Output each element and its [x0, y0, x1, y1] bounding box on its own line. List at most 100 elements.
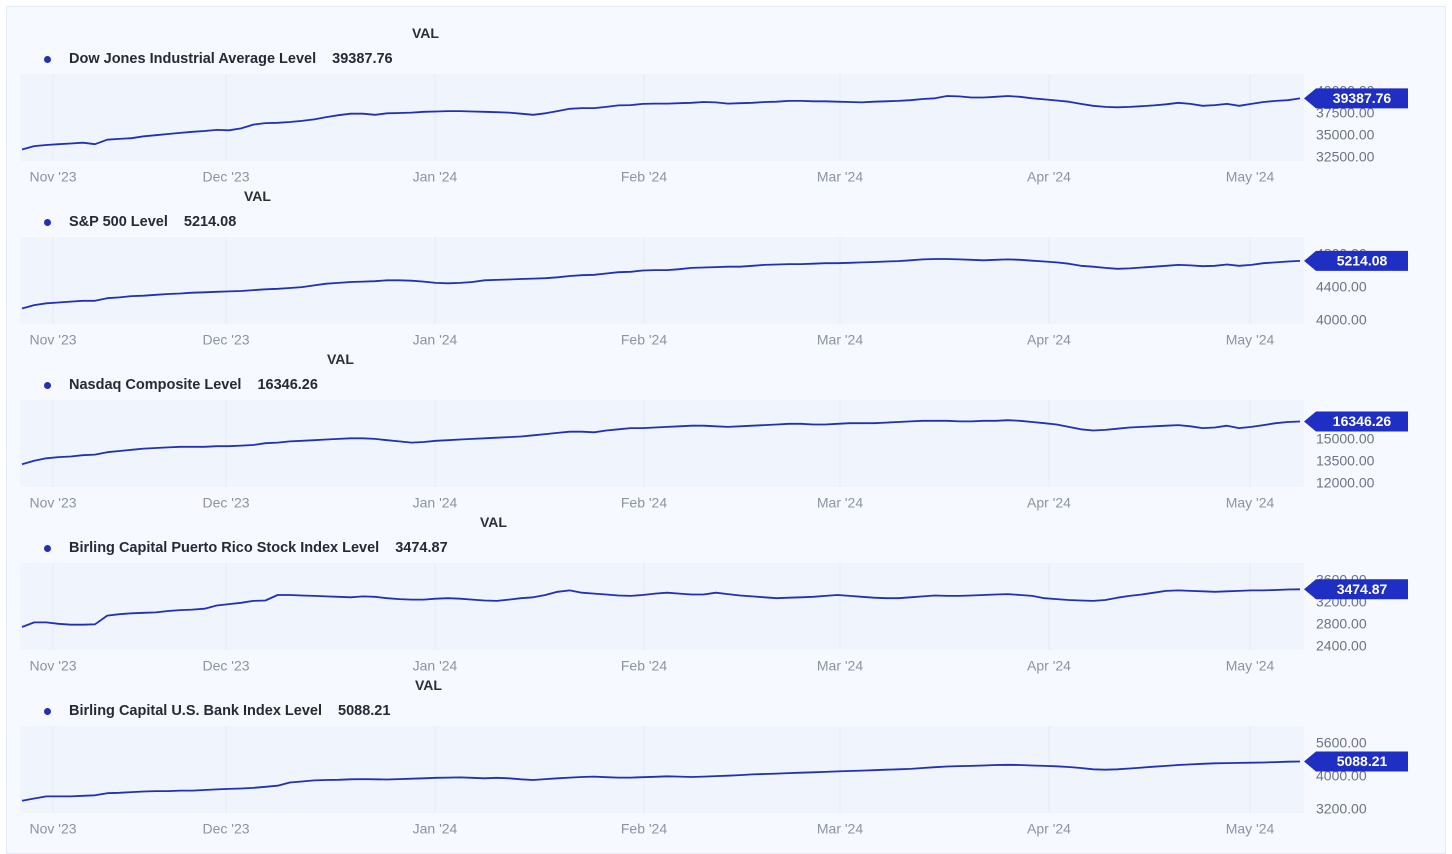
- x-tick-label: Apr '24: [1027, 658, 1071, 674]
- y-tick-label: 5600.00: [1316, 735, 1367, 751]
- legend-item[interactable]: S&P 500 Level 5214.08: [44, 214, 236, 230]
- val-column-header: VAL: [244, 188, 271, 204]
- y-tick-label: 2400.00: [1316, 638, 1367, 654]
- x-tick-label: Nov '23: [29, 495, 76, 511]
- legend-series-name: Birling Capital U.S. Bank Index Level: [69, 703, 323, 719]
- legend-dot-icon: [44, 707, 51, 715]
- line-chart: 40000.0037500.0035000.0032500.0039387.76…: [21, 74, 1408, 185]
- x-tick-label: May '24: [1226, 169, 1275, 185]
- series-line[interactable]: [21, 588, 1301, 628]
- legend-series-name: Birling Capital Puerto Rico Stock Index …: [69, 540, 380, 556]
- x-tick-label: Feb '24: [621, 821, 667, 837]
- legend-item[interactable]: Nasdaq Composite Level 16346.26: [44, 377, 318, 393]
- x-tick-label: Feb '24: [621, 169, 667, 185]
- x-tick-label: Nov '23: [29, 658, 76, 674]
- x-tick-label: Jan '24: [413, 658, 458, 674]
- series-line[interactable]: [21, 419, 1301, 466]
- legend-series-name: Dow Jones Industrial Average Level: [69, 51, 317, 67]
- legend-item[interactable]: Dow Jones Industrial Average Level 39387.…: [44, 51, 393, 67]
- x-tick-label: Apr '24: [1027, 332, 1071, 348]
- val-column-header: VAL: [327, 351, 354, 367]
- last-value-flag: 39387.76: [1304, 88, 1408, 109]
- y-tick-label: 4000.00: [1316, 312, 1367, 328]
- last-value-label: 39387.76: [1333, 90, 1392, 106]
- x-tick-label: Jan '24: [413, 495, 458, 511]
- x-tick-label: May '24: [1226, 495, 1275, 511]
- series-line[interactable]: [21, 258, 1301, 310]
- x-tick-label: May '24: [1226, 332, 1275, 348]
- last-value-flag: 3474.87: [1304, 579, 1408, 600]
- chart-panel: VAL Birling Capital U.S. Bank Index Level…: [0, 658, 1452, 837]
- legend-dot-icon: [44, 544, 51, 552]
- val-column-header: VAL: [415, 677, 442, 693]
- x-tick-label: Nov '23: [29, 169, 76, 185]
- last-value-label: 16346.26: [1333, 413, 1392, 429]
- last-value-flag: 5088.21: [1304, 751, 1408, 772]
- x-tick-label: Jan '24: [413, 169, 458, 185]
- plot-area[interactable]: [20, 74, 1304, 161]
- x-tick-label: Dec '23: [202, 332, 249, 348]
- legend-item[interactable]: Birling Capital Puerto Rico Stock Index …: [44, 540, 448, 556]
- series-line[interactable]: [21, 760, 1301, 802]
- y-tick-label: 35000.00: [1316, 127, 1375, 143]
- x-tick-label: Mar '24: [817, 169, 863, 185]
- legend-series-value: 3474.87: [395, 540, 448, 556]
- x-tick-label: Dec '23: [202, 658, 249, 674]
- y-tick-label: 15000.00: [1316, 431, 1375, 447]
- legend-dot-icon: [44, 55, 51, 63]
- x-tick-label: Mar '24: [817, 332, 863, 348]
- legend-item[interactable]: Birling Capital U.S. Bank Index Level 508…: [44, 703, 390, 719]
- plot-area[interactable]: [20, 563, 1304, 650]
- y-tick-label: 32500.00: [1316, 149, 1375, 165]
- x-tick-label: Feb '24: [621, 495, 667, 511]
- last-value-flag: 16346.26: [1304, 411, 1408, 432]
- y-tick-label: 4400.00: [1316, 279, 1367, 295]
- legend-dot-icon: [44, 218, 51, 226]
- y-tick-label: 13500.00: [1316, 453, 1375, 469]
- x-tick-label: Jan '24: [413, 821, 458, 837]
- last-value-label: 3474.87: [1337, 581, 1388, 597]
- x-tick-label: Mar '24: [817, 495, 863, 511]
- x-tick-label: Jan '24: [413, 332, 458, 348]
- legend-series-name: Nasdaq Composite Level: [69, 377, 242, 393]
- y-tick-label: 4000.00: [1316, 768, 1367, 784]
- legend-series-value: 5214.08: [183, 214, 237, 230]
- legend-series-name: S&P 500 Level: [69, 214, 168, 230]
- x-tick-label: Mar '24: [817, 821, 863, 837]
- x-tick-label: Dec '23: [202, 169, 249, 185]
- x-tick-label: Apr '24: [1027, 169, 1071, 185]
- line-chart: 16500.0015000.0013500.0012000.0016346.26…: [21, 400, 1408, 511]
- y-tick-label: 3200.00: [1316, 801, 1367, 817]
- x-tick-label: Nov '23: [29, 821, 76, 837]
- x-tick-label: May '24: [1226, 821, 1275, 837]
- y-tick-label: 2800.00: [1316, 616, 1367, 632]
- x-tick-label: Feb '24: [621, 332, 667, 348]
- legend-series-value: 16346.26: [257, 377, 318, 393]
- x-tick-label: Apr '24: [1027, 495, 1071, 511]
- x-tick-label: Nov '23: [29, 332, 76, 348]
- x-tick-label: May '24: [1226, 658, 1275, 674]
- last-value-label: 5214.08: [1337, 253, 1388, 269]
- x-tick-label: Dec '23: [202, 821, 249, 837]
- y-tick-label: 12000.00: [1316, 475, 1375, 491]
- legend-series-value: 5088.21: [338, 703, 391, 719]
- plot-area[interactable]: [20, 237, 1304, 324]
- legend-series-value: 39387.76: [332, 51, 393, 67]
- series-line[interactable]: [21, 95, 1301, 151]
- last-value-flag: 5214.08: [1304, 250, 1408, 271]
- y-tick-label: 37500.00: [1316, 105, 1375, 121]
- val-column-header: VAL: [480, 514, 507, 530]
- chart-panel: VAL Dow Jones Industrial Average Level 393…: [0, 6, 1452, 185]
- line-chart: 5600.00 4000.00 3200.00 5088.21 Nov '23 Dec '…: [21, 726, 1408, 837]
- chart-panel: VAL Birling Capital Puerto Rico Stock Ind…: [0, 495, 1452, 674]
- x-tick-label: Feb '24: [621, 658, 667, 674]
- x-tick-label: Apr '24: [1027, 821, 1071, 837]
- plot-area[interactable]: [20, 400, 1304, 487]
- x-tick-label: Dec '23: [202, 495, 249, 511]
- last-value-label: 5088.21: [1337, 753, 1388, 769]
- x-tick-label: Mar '24: [817, 658, 863, 674]
